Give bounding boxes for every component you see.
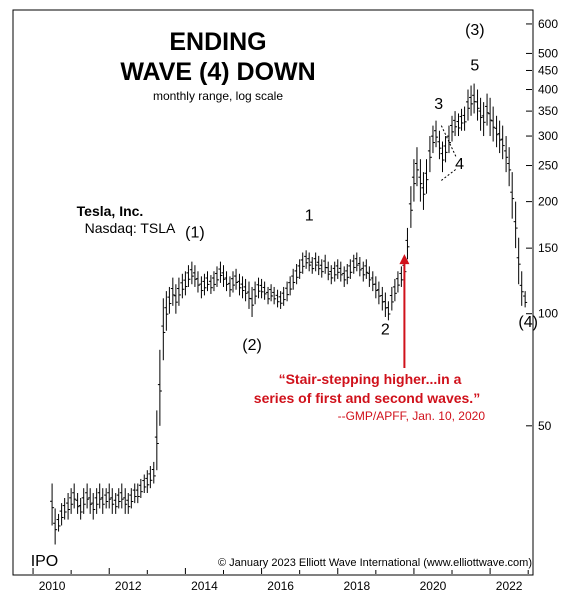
price-bars: [50, 83, 528, 545]
company-name: Tesla, Inc.: [77, 203, 144, 219]
wave-labels: (1) (2) 1 2 3 4 5 (3) (4) IPO: [31, 22, 538, 570]
wave-label: (1): [185, 225, 205, 242]
x-axis: 2010 2012 2014 2016 2018 2020 2022: [32, 568, 529, 593]
triangle-lower-line: [441, 168, 457, 181]
triangle-pattern: [440, 125, 458, 181]
y-tick-label: 200: [538, 195, 558, 209]
x-tick-label: 2020: [420, 579, 447, 593]
y-tick-label: 300: [538, 129, 558, 143]
wave-label: 4: [455, 156, 464, 173]
x-tick-label: 2016: [267, 579, 294, 593]
y-tick-label: 450: [538, 63, 558, 77]
wave-label: 2: [381, 321, 390, 338]
x-tick-label: 2014: [191, 579, 218, 593]
x-tick-label: 2010: [39, 579, 66, 593]
y-tick-label: 500: [538, 46, 558, 60]
wave-label: 3: [434, 96, 443, 113]
wave-label: 5: [470, 57, 479, 74]
y-axis: 50 100 150 200 250 300 350 400 450 500 600: [526, 17, 558, 433]
x-tick-label: 2022: [496, 579, 523, 593]
copyright: © January 2023 Elliott Wave Internationa…: [218, 557, 532, 569]
wave-label: 1: [305, 207, 314, 224]
y-tick-label: 50: [538, 419, 552, 433]
y-tick-label: 150: [538, 241, 558, 255]
x-tick-label: 2018: [343, 579, 370, 593]
y-tick-label: 350: [538, 104, 558, 118]
wave-label: (2): [242, 337, 262, 354]
y-tick-label: 250: [538, 159, 558, 173]
quote-source: --GMP/APFF, Jan. 10, 2020: [338, 409, 486, 423]
wave-label: IPO: [31, 553, 59, 570]
chart-title-line1: ENDING: [169, 28, 266, 56]
wave-label: (4): [518, 314, 538, 331]
wave-label: (3): [465, 22, 485, 39]
x-tick-label: 2012: [115, 579, 142, 593]
chart-subtitle: monthly range, log scale: [153, 89, 283, 103]
quote-line1: “Stair-stepping higher...in a: [279, 371, 462, 387]
quote-line2: series of first and second waves.”: [254, 390, 480, 406]
chart-title-line2: WAVE (4) DOWN: [120, 58, 315, 86]
y-tick-label: 400: [538, 83, 558, 97]
y-tick-label: 100: [538, 307, 558, 321]
triangle-upper-line: [440, 125, 458, 159]
y-tick-label: 600: [538, 17, 558, 31]
exchange-ticker: Nasdaq: TSLA: [85, 220, 176, 236]
annotation-arrow-head: [399, 254, 410, 265]
quote-annotation: “Stair-stepping higher...in a series of …: [254, 254, 486, 423]
plot-frame: [12, 9, 534, 576]
